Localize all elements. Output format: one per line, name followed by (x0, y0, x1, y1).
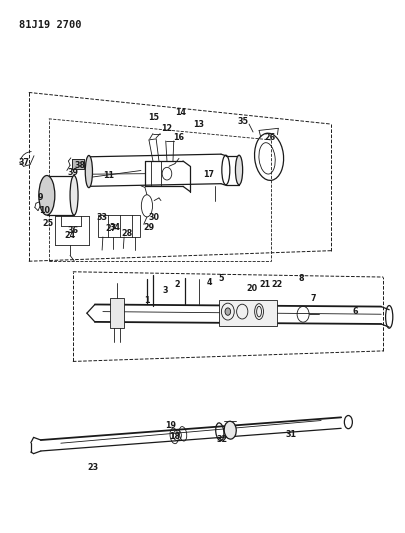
Text: 19: 19 (165, 421, 176, 430)
Text: 13: 13 (192, 119, 203, 128)
Text: 22: 22 (271, 280, 282, 289)
Text: 24: 24 (64, 231, 75, 240)
Text: 26: 26 (264, 133, 275, 142)
Text: 35: 35 (237, 117, 248, 126)
Circle shape (224, 308, 230, 316)
Ellipse shape (70, 175, 78, 215)
Text: 20: 20 (246, 284, 257, 293)
Text: 27: 27 (105, 224, 116, 233)
Text: 31: 31 (285, 430, 296, 439)
Text: 9: 9 (38, 193, 43, 203)
Text: 18: 18 (169, 432, 180, 441)
Text: 15: 15 (148, 113, 159, 122)
Bar (109, 298, 124, 328)
Text: 4: 4 (206, 278, 211, 287)
Text: 8: 8 (298, 273, 303, 282)
Ellipse shape (39, 175, 55, 215)
Text: 23: 23 (87, 464, 98, 472)
Text: 21: 21 (259, 280, 270, 289)
Text: 2: 2 (174, 280, 179, 289)
Text: 25: 25 (42, 219, 53, 228)
Text: 29: 29 (143, 223, 154, 232)
Text: 81J19 2700: 81J19 2700 (19, 20, 81, 30)
Text: 14: 14 (175, 108, 186, 117)
Bar (218, 300, 276, 326)
Text: 36: 36 (67, 226, 78, 235)
Text: 12: 12 (161, 124, 172, 133)
Text: 6: 6 (352, 307, 357, 316)
Text: 5: 5 (218, 273, 223, 282)
Text: 11: 11 (103, 171, 114, 180)
Text: 7: 7 (309, 294, 315, 303)
Text: 33: 33 (96, 213, 107, 222)
Text: 1: 1 (144, 296, 149, 305)
Text: 32: 32 (216, 435, 227, 444)
Ellipse shape (235, 155, 242, 185)
Text: 34: 34 (109, 223, 120, 232)
Text: 37: 37 (19, 158, 30, 167)
Text: 38: 38 (74, 161, 85, 169)
Text: 10: 10 (39, 206, 50, 215)
Text: 28: 28 (121, 229, 132, 238)
Text: 39: 39 (67, 168, 78, 177)
Ellipse shape (85, 156, 92, 188)
Text: 17: 17 (203, 170, 214, 179)
Text: 3: 3 (162, 286, 167, 295)
Text: 30: 30 (148, 214, 159, 222)
Text: 16: 16 (172, 133, 183, 142)
Bar (71, 159, 83, 169)
Bar (98, 215, 140, 237)
Ellipse shape (224, 421, 236, 439)
